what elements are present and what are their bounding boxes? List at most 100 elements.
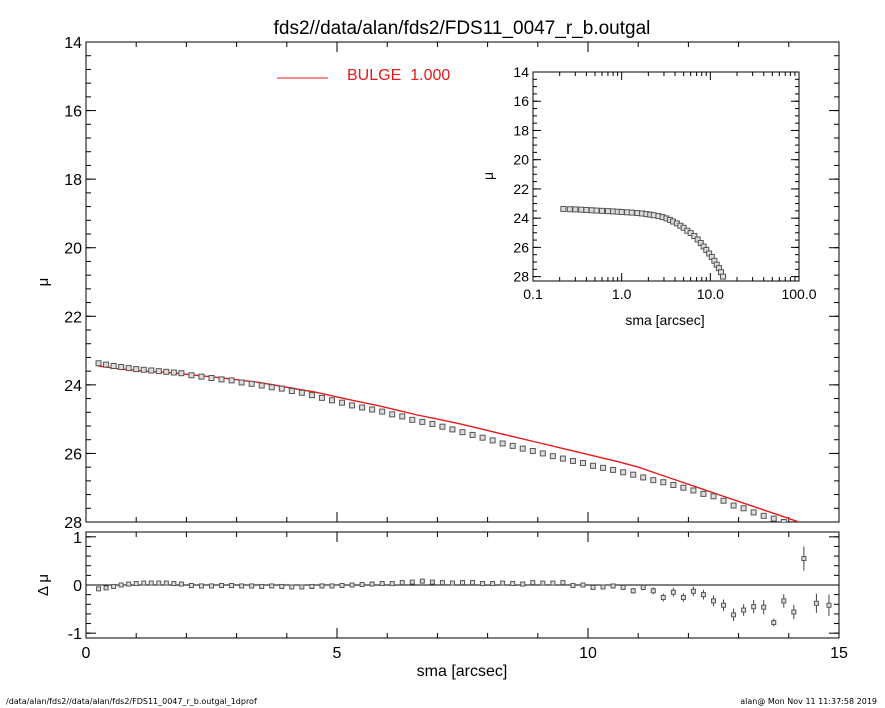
residual-point (118, 582, 124, 588)
residual-point (389, 581, 395, 587)
inset-y-tick-label: 22 (513, 181, 529, 197)
residual-point (761, 604, 767, 610)
data-point (208, 375, 215, 381)
inset-plot-frame (532, 71, 800, 282)
residual-point (600, 584, 606, 590)
residual-point (419, 578, 425, 584)
y-tick-label: 16 (64, 104, 82, 121)
residual-point (791, 609, 797, 615)
residual-point (711, 598, 716, 604)
residual-point (239, 583, 245, 589)
inset-y-tick-label: 18 (513, 122, 529, 138)
residual-point (156, 580, 162, 586)
inset-y-tick-label: 14 (513, 64, 529, 80)
res-y-tick-label: 0 (73, 578, 82, 595)
data-point (238, 379, 245, 386)
residual-point (126, 581, 132, 587)
residual-point (690, 588, 696, 594)
y-tick-label: 26 (64, 446, 82, 463)
inset-series (560, 205, 727, 280)
residual-panel: 10-10 5 10 15 Δ μ sma [arcsec] (35, 530, 848, 680)
data-point (278, 385, 285, 392)
residual-point (269, 583, 275, 589)
residual-point (741, 607, 747, 613)
data-point (489, 437, 496, 444)
data-point (479, 434, 486, 441)
residual-y-label: Δ μ (35, 574, 52, 596)
data-point (680, 484, 687, 491)
data-point (720, 497, 727, 504)
residual-point (299, 584, 305, 590)
data-point (770, 515, 777, 522)
residual-point (620, 584, 626, 590)
inset-data-point (583, 206, 590, 213)
data-point (700, 490, 707, 497)
data-point (218, 376, 225, 383)
inset-data-point (572, 206, 579, 213)
data-point (750, 509, 757, 516)
main-panel: 14 16 18 20 22 24 26 28 μ BULGE 1.000 (35, 35, 840, 532)
residual-point (289, 584, 295, 590)
res-y-tick-label: -1 (68, 626, 82, 643)
data-point (539, 450, 546, 457)
data-point (439, 423, 446, 430)
data-point (610, 466, 617, 473)
residual-point (449, 580, 455, 586)
inset-data-point (691, 232, 698, 239)
inset-y-tick-label: 24 (513, 210, 529, 226)
data-point (133, 366, 140, 373)
inset-background (530, 72, 799, 283)
residual-point (731, 612, 737, 618)
residual-point (339, 582, 345, 588)
residual-point (580, 582, 586, 588)
inset-data-point (634, 210, 641, 217)
main-plot-frame (85, 41, 840, 523)
data-point (600, 464, 607, 471)
residual-point (680, 595, 686, 601)
residual-point (133, 581, 139, 587)
residual-point (198, 583, 204, 589)
residual-series (86, 546, 839, 627)
data-point (650, 477, 657, 484)
residual-point (399, 580, 405, 586)
residual-point (319, 583, 325, 589)
residual-point (379, 581, 385, 587)
inset-y-label: μ (480, 172, 496, 180)
residual-point (219, 582, 225, 588)
residual-point (460, 580, 465, 586)
x-tick-label: 5 (333, 645, 342, 662)
data-point (140, 366, 147, 373)
data-point (549, 453, 556, 460)
residual-point (209, 583, 214, 589)
x-axis-label: sma [arcsec] (417, 663, 508, 680)
res-y-tick-label: 1 (73, 530, 82, 547)
residual-point (249, 583, 255, 589)
data-point (499, 440, 506, 447)
residual-point (650, 588, 656, 594)
residual-point (781, 598, 787, 604)
data-point (660, 479, 667, 486)
data-point (170, 369, 177, 376)
data-point (188, 372, 195, 379)
data-point (710, 493, 717, 500)
residual-point (530, 580, 536, 586)
residual-point (660, 595, 666, 601)
residual-point (141, 580, 147, 586)
data-point (268, 384, 275, 391)
residual-point (439, 580, 445, 586)
data-point (258, 382, 265, 389)
data-point (559, 455, 566, 462)
data-point (690, 487, 697, 494)
data-point (103, 361, 110, 368)
residual-point (409, 579, 415, 585)
residual-point (700, 592, 706, 598)
data-point (125, 365, 132, 372)
data-point (308, 392, 315, 399)
data-point (163, 368, 170, 375)
data-point (449, 426, 456, 433)
residual-point (771, 620, 777, 626)
footer-file-path: /data/alan/fds2//data/alan/fds2/FDS11_00… (6, 697, 257, 706)
residual-point (560, 580, 566, 586)
data-point (780, 519, 787, 522)
residual-point (148, 580, 154, 586)
